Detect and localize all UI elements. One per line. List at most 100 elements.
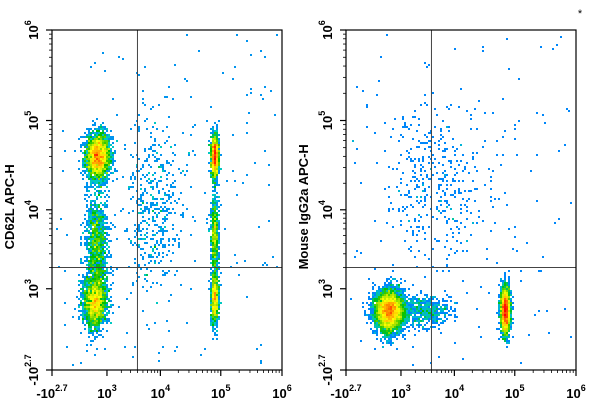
event-dot	[450, 296, 452, 298]
y-tick-label: -102.7	[23, 354, 41, 385]
event-dot	[88, 294, 90, 296]
event-dot	[502, 284, 504, 286]
event-dot	[110, 154, 112, 156]
event-dot	[408, 248, 410, 250]
event-dot	[410, 308, 412, 310]
event-dot	[394, 310, 396, 312]
event-dot	[428, 328, 430, 330]
event-dot	[502, 154, 504, 156]
event-dot	[502, 322, 504, 324]
event-dot	[162, 168, 164, 170]
x-tick-label: 103	[97, 383, 116, 401]
event-dot	[410, 324, 412, 326]
event-dot	[392, 320, 394, 322]
event-dot	[212, 302, 214, 304]
event-dot	[156, 204, 158, 206]
event-dot	[214, 276, 216, 278]
event-dot	[170, 186, 172, 188]
event-dot	[378, 304, 380, 306]
event-dot	[90, 144, 92, 146]
event-dot	[212, 158, 214, 160]
event-dot	[94, 134, 96, 136]
event-dot	[102, 136, 104, 138]
event-dot	[94, 300, 96, 302]
event-dot	[164, 142, 166, 144]
event-dot	[502, 296, 504, 298]
event-dot	[154, 246, 156, 248]
event-dot	[150, 180, 152, 182]
x-tick-label-exponent: 2.7	[349, 383, 362, 393]
event-dot	[110, 160, 112, 162]
event-dot	[100, 314, 102, 316]
event-dot	[402, 302, 404, 304]
event-dot	[454, 168, 456, 170]
event-dot	[96, 160, 98, 162]
event-dot	[104, 302, 106, 304]
event-dot	[438, 328, 440, 330]
event-dot	[104, 140, 106, 142]
event-dot	[112, 270, 114, 272]
event-dot	[82, 222, 84, 224]
event-dot	[514, 128, 516, 130]
event-dot	[92, 254, 94, 256]
event-dot	[86, 350, 88, 352]
event-dot	[98, 228, 100, 230]
event-dot	[216, 182, 218, 184]
event-dot	[98, 282, 100, 284]
event-dot	[90, 282, 92, 284]
event-dot	[90, 170, 92, 172]
event-dot	[406, 150, 408, 152]
event-dot	[138, 244, 140, 246]
event-dot	[92, 284, 94, 286]
event-dot	[468, 190, 470, 192]
event-dot	[384, 296, 386, 298]
event-dot	[104, 308, 106, 310]
event-dot	[424, 142, 426, 144]
event-dot	[158, 252, 160, 254]
event-dot	[94, 286, 96, 288]
event-dot	[420, 320, 422, 322]
event-dot	[116, 140, 118, 142]
event-dot	[92, 304, 94, 306]
event-dot	[94, 292, 96, 294]
event-dot	[432, 310, 434, 312]
event-dot	[212, 206, 214, 208]
event-dot	[110, 130, 112, 132]
event-dot	[140, 238, 142, 240]
event-dot	[166, 230, 168, 232]
event-dot	[216, 240, 218, 242]
event-dot	[94, 308, 96, 310]
event-dot	[178, 242, 180, 244]
event-dot	[412, 312, 414, 314]
event-dot	[392, 168, 394, 170]
event-dot	[216, 324, 218, 326]
event-dot	[162, 170, 164, 172]
event-dot	[402, 330, 404, 332]
event-dot	[106, 306, 108, 308]
event-dot	[108, 196, 110, 198]
event-dot	[212, 328, 214, 330]
event-dot	[164, 206, 166, 208]
event-dot	[414, 158, 416, 160]
event-dot	[402, 316, 404, 318]
event-dot	[96, 204, 98, 206]
event-dot	[112, 282, 114, 284]
event-dot	[450, 194, 452, 196]
event-dot	[212, 162, 214, 164]
event-dot	[216, 184, 218, 186]
event-dot	[418, 160, 420, 162]
event-dot	[446, 300, 448, 302]
event-dot	[140, 230, 142, 232]
x-tick-label-exponent: 5	[519, 383, 524, 393]
event-dot	[102, 296, 104, 298]
event-dot	[140, 248, 142, 250]
event-dot	[92, 176, 94, 178]
event-dot	[404, 126, 406, 128]
event-dot	[388, 286, 390, 288]
event-dot	[88, 148, 90, 150]
event-dot	[100, 292, 102, 294]
event-dot	[442, 156, 444, 158]
event-dot	[84, 324, 86, 326]
event-dot	[104, 150, 106, 152]
event-dot	[392, 298, 394, 300]
